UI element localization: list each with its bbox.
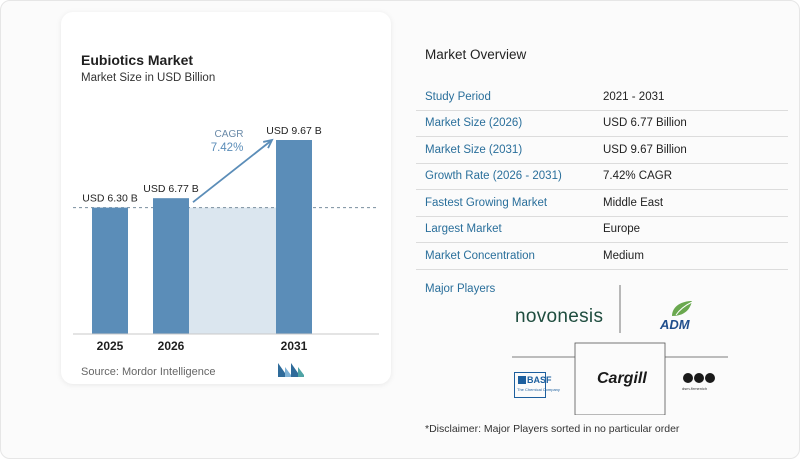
overview-value: USD 9.67 Billion bbox=[593, 136, 788, 164]
disclaimer: *Disclaimer: Major Players sorted in no … bbox=[425, 423, 680, 435]
x-tick-label: 2025 bbox=[97, 339, 124, 353]
adm-logo-text: ADM bbox=[660, 317, 690, 332]
overview-row: Largest Market Europe bbox=[416, 216, 788, 243]
overview-label: Market Concentration bbox=[416, 242, 593, 270]
basf-logo-box bbox=[514, 372, 546, 398]
bar bbox=[92, 207, 128, 334]
bar bbox=[276, 140, 312, 334]
overview-value: 7.42% CAGR bbox=[593, 163, 788, 190]
chart-title: Eubiotics Market bbox=[81, 52, 194, 68]
chart-subtitle: Market Size in USD Billion bbox=[81, 72, 216, 84]
mordor-intelligence-logo bbox=[278, 363, 304, 377]
overview-table: Study Period 2021 - 2031 Market Size (202… bbox=[416, 84, 788, 270]
adm-logo-icon bbox=[672, 301, 693, 316]
overview-row: Fastest Growing Market Middle East bbox=[416, 189, 788, 217]
x-tick-label: 2026 bbox=[158, 339, 185, 353]
bar-value-label: USD 6.30 B bbox=[82, 193, 137, 205]
cagr-arrow-head bbox=[263, 138, 274, 149]
overview-label: Growth Rate (2026 - 2031) bbox=[416, 163, 593, 190]
source-note: Source: Mordor Intelligence bbox=[81, 366, 216, 378]
overview-value: 2021 - 2031 bbox=[593, 84, 788, 111]
cargill-logo: Cargill bbox=[597, 370, 647, 387]
major-players-grid bbox=[512, 285, 728, 415]
basf-tagline: The Chemical Company bbox=[517, 387, 560, 392]
overview-label: Fastest Growing Market bbox=[416, 189, 593, 217]
bar-value-label: USD 6.77 B bbox=[143, 183, 198, 195]
overview-label: Market Size (2031) bbox=[416, 136, 593, 164]
cagr-arrow-line bbox=[192, 139, 273, 203]
bar-value-label: USD 9.67 B bbox=[266, 125, 321, 137]
basf-square-icon bbox=[518, 376, 526, 384]
overview-row: Study Period 2021 - 2031 bbox=[416, 84, 788, 111]
x-tick-label: 2031 bbox=[281, 339, 308, 353]
chart-card: Eubiotics Market Market Size in USD Bill… bbox=[61, 12, 391, 384]
cagr-value: 7.42% bbox=[211, 142, 244, 154]
overview-label: Market Size (2026) bbox=[416, 110, 593, 137]
bar-chart: USD 6.30 B 2025 USD 6.77 B 2026 USD 9.67 B 20… bbox=[73, 125, 379, 353]
dsm-firmenich-icon bbox=[683, 373, 715, 383]
overview-label: Largest Market bbox=[416, 216, 593, 243]
overview-row: Growth Rate (2026 - 2031) 7.42% CAGR bbox=[416, 163, 788, 190]
overview-row: Market Size (2026) USD 6.77 Billion bbox=[416, 110, 788, 137]
cagr-label: CAGR bbox=[215, 129, 244, 140]
overview-value: USD 6.77 Billion bbox=[593, 110, 788, 137]
dsm-firmenich-text: dsm-firmenich bbox=[682, 386, 708, 391]
overview-row: Market Concentration Medium bbox=[416, 242, 788, 270]
growth-band bbox=[189, 207, 276, 334]
overview-value: Middle East bbox=[593, 189, 788, 217]
overview-value: Europe bbox=[593, 216, 788, 243]
major-players-title: Major Players bbox=[425, 283, 496, 295]
basf-logo-text: BASF bbox=[527, 375, 552, 385]
overview-value: Medium bbox=[593, 242, 788, 270]
overview-label: Study Period bbox=[416, 84, 593, 111]
overview-row: Market Size (2031) USD 9.67 Billion bbox=[416, 136, 788, 164]
bar bbox=[153, 198, 189, 334]
novonesis-logo: novonesis bbox=[515, 306, 604, 327]
overview-title: Market Overview bbox=[425, 47, 527, 62]
